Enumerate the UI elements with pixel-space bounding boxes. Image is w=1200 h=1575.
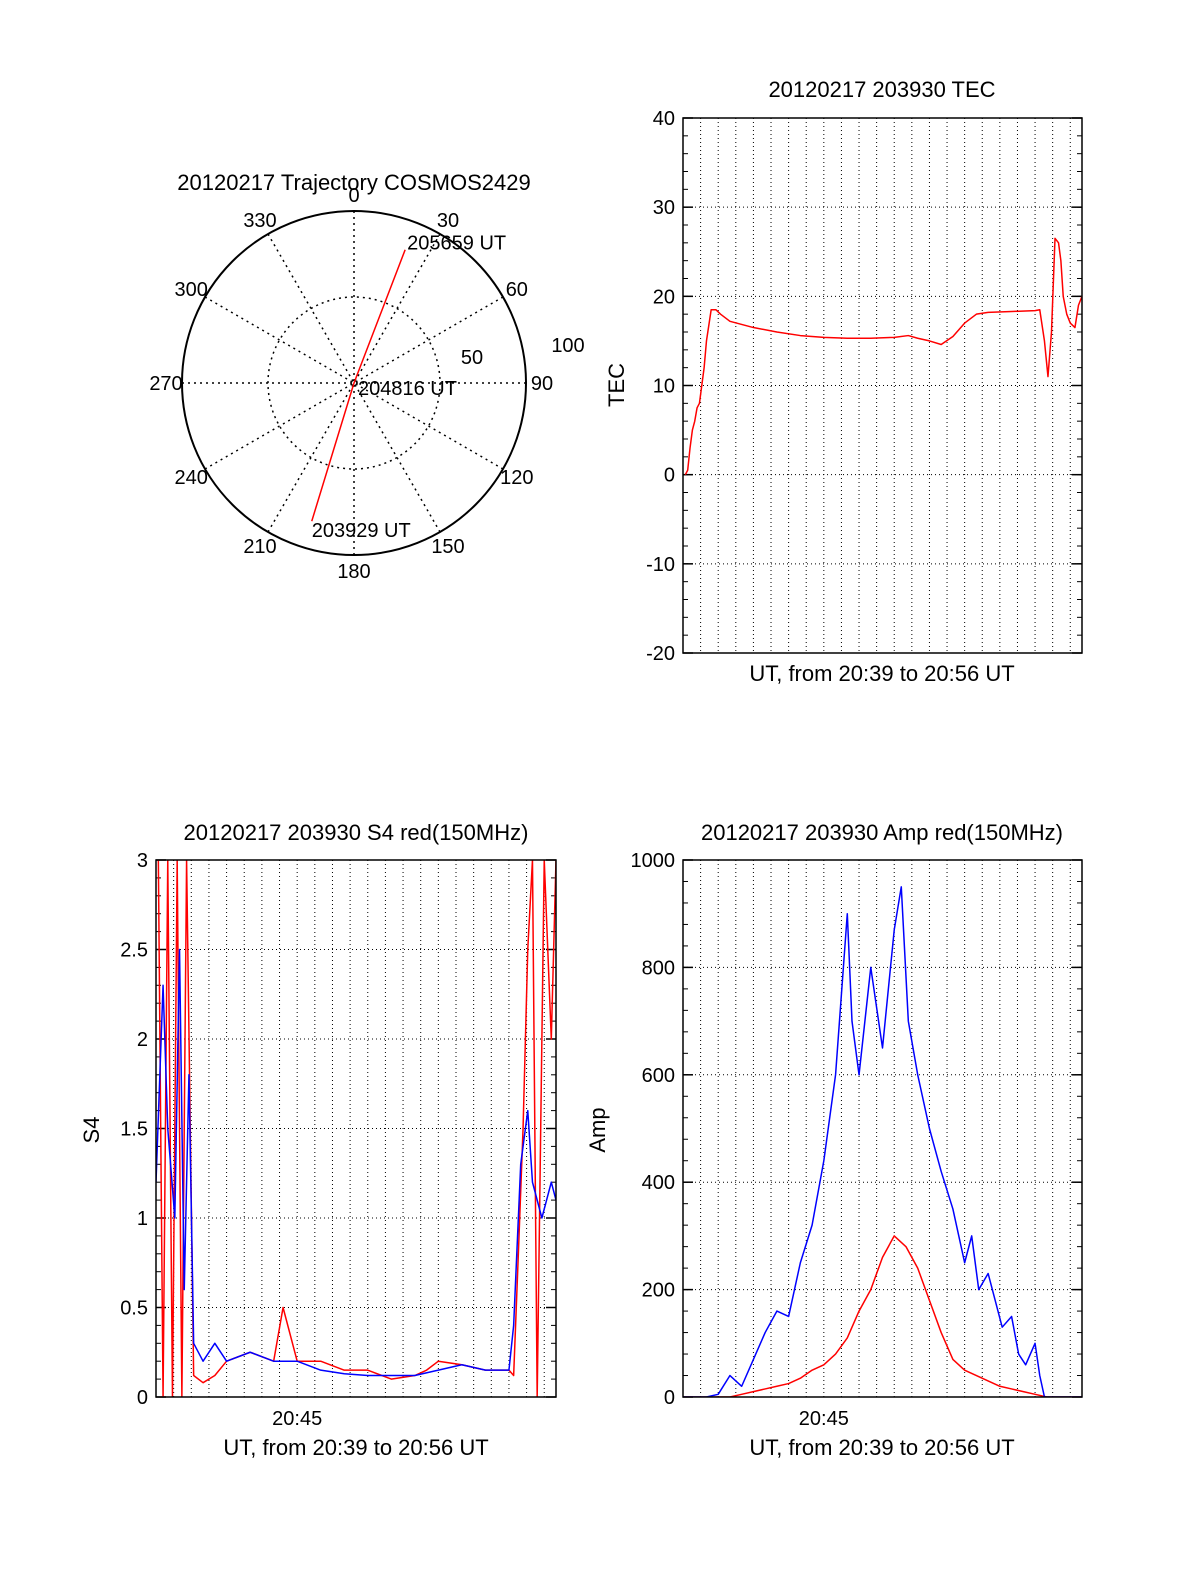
y-tick-label: 0	[137, 1387, 148, 1409]
y-tick-label: 0	[664, 1387, 675, 1409]
polar-angle-labels: 0 30 60 90 120 150 180 210 240 270 300 330	[149, 185, 553, 583]
trajectory-path	[311, 249, 406, 522]
tec-ylabel: TEC	[604, 363, 629, 407]
polar-angle-label: 30	[437, 210, 459, 232]
plot-frame	[682, 117, 1083, 654]
y-tick-label: 400	[642, 1172, 675, 1194]
y-tick-label: 600	[642, 1065, 675, 1087]
y-tick-label: 3	[137, 850, 148, 872]
tec-title: 20120217 203930 TEC	[768, 77, 995, 102]
polar-angle-label: 240	[174, 467, 207, 489]
trajectory-label-start: 203929 UT	[312, 520, 411, 542]
amp-title: 20120217 203930 Amp red(150MHz)	[701, 820, 1063, 845]
y-tick-label: 10	[653, 376, 675, 398]
y-tick-label: -10	[646, 554, 675, 576]
s4-xlabel: UT, from 20:39 to 20:56 UT	[223, 1435, 488, 1460]
y-tick-label: 1000	[631, 850, 676, 872]
trajectory-label-end: 205659 UT	[407, 233, 506, 255]
y-tick-label: 2.5	[120, 940, 148, 962]
polar-angle-label: 0	[348, 185, 359, 207]
y-tick-label: 1.5	[120, 1119, 148, 1141]
polar-angle-label: 270	[149, 373, 182, 395]
y-tick-label: 20	[653, 286, 675, 308]
plot-frame	[682, 859, 1083, 1398]
plot-frame	[155, 859, 557, 1398]
trajectory-label-mid: 204816 UT	[358, 378, 457, 400]
series-line-1	[157, 860, 556, 1397]
y-tick-label: 40	[653, 108, 675, 130]
series-line-1	[683, 1235, 1082, 1397]
y-tick-label: 800	[642, 957, 675, 979]
polar-angle-label: 120	[500, 467, 533, 489]
s4-title: 20120217 203930 S4 red(150MHz)	[184, 820, 529, 845]
radius-label-50: 50	[461, 347, 483, 369]
tec-xlabel: UT, from 20:39 to 20:56 UT	[749, 661, 1014, 686]
y-tick-label: 200	[642, 1280, 675, 1302]
y-tick-label: 30	[653, 197, 675, 219]
polar-angle-label: 60	[506, 279, 528, 301]
tec-plot: 20120217 203930 TEC UT, from 20:39 to 20…	[604, 77, 1083, 686]
x-tick-label: 20:45	[799, 1408, 849, 1430]
x-tick-label: 20:45	[272, 1408, 322, 1430]
polar-angle-label: 210	[243, 536, 276, 558]
y-tick-label: -20	[646, 643, 675, 665]
polar-angle-label: 150	[431, 536, 464, 558]
amp-xlabel: UT, from 20:39 to 20:56 UT	[749, 1435, 1014, 1460]
polar-angle-label: 330	[243, 210, 276, 232]
polar-grid	[181, 210, 527, 556]
trajectory-line	[311, 249, 406, 522]
s4-ylabel: S4	[79, 1117, 104, 1144]
y-tick-label: 1	[137, 1208, 148, 1230]
y-tick-label: 0	[664, 465, 675, 487]
polar-angle-label: 180	[337, 561, 370, 583]
series-line-2	[156, 948, 556, 1377]
y-tick-label: 0.5	[120, 1298, 148, 1320]
series-line-2	[683, 886, 1082, 1397]
trajectory-polar-plot: 20120217 Trajectory COSMOS2429 0 30 60 90 12…	[149, 170, 584, 583]
polar-angle-label: 90	[531, 373, 553, 395]
series-line-1	[684, 237, 1082, 476]
radius-label-100: 100	[551, 335, 584, 357]
amp-ylabel: Amp	[585, 1107, 610, 1152]
polar-title: 20120217 Trajectory COSMOS2429	[177, 170, 530, 195]
amp-plot: 20120217 203930 Amp red(150MHz) UT, from…	[585, 820, 1083, 1460]
y-tick-label: 2	[137, 1029, 148, 1051]
s4-plot: 20120217 203930 S4 red(150MHz) UT, from …	[79, 820, 557, 1460]
polar-angle-label: 300	[174, 279, 207, 301]
